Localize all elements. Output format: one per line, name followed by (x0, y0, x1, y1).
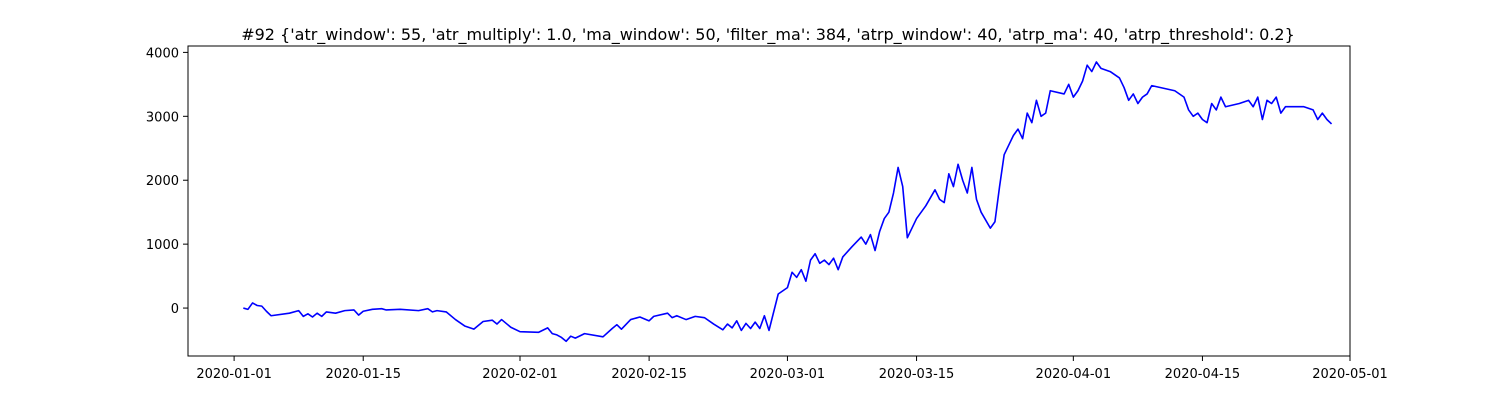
x-tick-label: 2020-04-15 (1165, 367, 1241, 382)
x-axis: 2020-01-01 2020-01-15 2020-02-01 2020-02-15… (196, 356, 1388, 382)
series-line-0 (243, 61, 1333, 343)
y-tick-label: 2000 (146, 174, 179, 189)
x-tick-label: 2020-01-01 (196, 367, 272, 382)
x-tick-label: 2020-01-15 (325, 367, 401, 382)
x-tick-label: 2020-04-01 (1036, 367, 1112, 382)
x-tick-label: 2020-02-15 (611, 367, 687, 382)
x-tick-label: 2020-05-01 (1312, 367, 1388, 382)
x-tick-label: 2020-03-15 (879, 367, 955, 382)
x-tick-label: 2020-03-01 (750, 367, 826, 382)
y-tick-label: 1000 (146, 238, 179, 253)
y-axis: 0 1000 2000 3000 4000 (146, 46, 188, 317)
y-tick-label: 0 (171, 302, 179, 317)
chart-title: #92 {'atr_window': 55, 'atr_multiply': 1… (241, 25, 1295, 45)
y-tick-label: 4000 (146, 46, 179, 61)
y-tick-label: 3000 (146, 110, 179, 125)
plot-area (243, 61, 1333, 343)
plot-frame (187, 45, 1351, 357)
x-tick-label: 2020-02-01 (482, 367, 558, 382)
